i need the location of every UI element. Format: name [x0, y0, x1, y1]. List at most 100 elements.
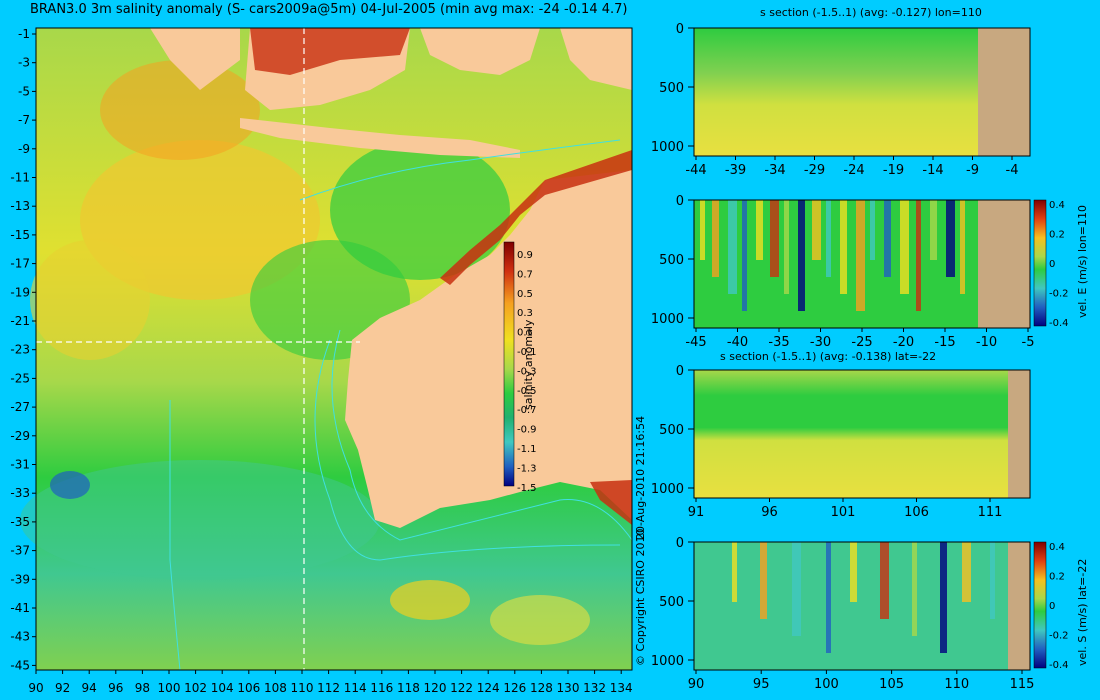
- velocity-stripe: [826, 542, 831, 653]
- depth-tick-label: 0: [676, 536, 684, 551]
- lon-tick-label: 132: [583, 681, 606, 695]
- lat-tick-label: -41: [10, 601, 30, 615]
- lon-tick-label: 110: [291, 681, 314, 695]
- lon-tick-label: 90: [28, 681, 43, 695]
- colorbar-tick-label: -0.3: [517, 366, 537, 377]
- colorbar-tick-label: -0.9: [517, 425, 537, 436]
- lat-tick-label: -3: [18, 56, 30, 70]
- lon-tick-label: 96: [108, 681, 123, 695]
- section-x-tick-label: -24: [843, 163, 864, 178]
- lon-tick-label: 104: [211, 681, 234, 695]
- lon-tick-label: 114: [344, 681, 367, 695]
- depth-tick-label: 1000: [651, 654, 684, 669]
- section-x-tick-label: 106: [904, 505, 929, 520]
- section-x-tick-label: -9: [966, 163, 979, 178]
- velocity-stripe: [870, 200, 875, 260]
- colorbar-tick-label: 0.3: [517, 308, 533, 319]
- velocity-stripe: [916, 200, 921, 311]
- depth-tick-label: 500: [659, 423, 684, 438]
- lon-tick-label: 94: [82, 681, 97, 695]
- depth-tick-label: 500: [659, 595, 684, 610]
- section-x-tick-label: -25: [851, 335, 872, 350]
- lon-tick-label: 112: [317, 681, 340, 695]
- velocity-colorbar-tick-label: 0.4: [1049, 200, 1065, 211]
- panel-2-plot: [693, 199, 1047, 329]
- lat-tick-label: -37: [10, 544, 30, 558]
- velocity-stripe: [940, 542, 947, 653]
- panel-1-plot: [693, 27, 1031, 157]
- section-x-tick-label: -20: [893, 335, 914, 350]
- lon-tick-label: 126: [503, 681, 526, 695]
- velocity-colorbar-tick-label: -0.4: [1049, 660, 1069, 671]
- lat-tick-label: -45: [10, 658, 30, 672]
- lon-tick-label: 92: [55, 681, 70, 695]
- lon-tick-label: 118: [397, 681, 420, 695]
- map-plot-area: [20, 27, 633, 671]
- velocity-stripe: [962, 542, 971, 602]
- velocity-stripe: [756, 200, 763, 260]
- velocity-stripe: [732, 542, 737, 602]
- lat-tick-label: -29: [10, 429, 30, 443]
- velocity-colorbar-tick-label: -0.4: [1049, 318, 1069, 329]
- section-x-tick-label: 100: [814, 677, 839, 692]
- section-x-tick-label: -40: [727, 335, 748, 350]
- lat-tick-label: -43: [10, 630, 30, 644]
- section-x-tick-label: -44: [685, 163, 706, 178]
- section-x-tick-label: 105: [879, 677, 904, 692]
- colorbar-tick-label: -0.1: [517, 347, 537, 358]
- lon-tick-label: 120: [424, 681, 447, 695]
- section-x-tick-label: 91: [688, 505, 705, 520]
- colorbar-tick-label: 0.5: [517, 289, 533, 300]
- velocity-colorbar-tick-label: -0.2: [1049, 289, 1069, 300]
- velocity-stripe: [784, 200, 789, 294]
- section-x-tick-label: 101: [831, 505, 856, 520]
- velocity-stripe: [856, 200, 865, 311]
- section-x-tick-label: -5: [1022, 335, 1035, 350]
- depth-tick-label: 1000: [651, 482, 684, 497]
- velocity-stripe: [792, 542, 801, 636]
- section-x-tick-label: -4: [1006, 163, 1019, 178]
- colorbar-tick-label: -0.5: [517, 386, 537, 397]
- velocity-stripe: [728, 200, 737, 294]
- lat-tick-label: -33: [10, 486, 30, 500]
- colorbar-tick-label: -1.1: [517, 444, 537, 455]
- section-x-tick-label: -39: [725, 163, 746, 178]
- panel-3-plot: [693, 369, 1031, 499]
- depth-tick-label: 0: [676, 364, 684, 379]
- lat-tick-label: -17: [10, 257, 30, 271]
- velocity-colorbar-tick-label: -0.2: [1049, 631, 1069, 642]
- lat-tick-label: -13: [10, 199, 30, 213]
- velocity-colorbar-tick-label: 0.2: [1049, 230, 1065, 241]
- lat-tick-label: -7: [18, 113, 30, 127]
- section-x-tick-label: -10: [976, 335, 997, 350]
- main-map-title: BRAN3.0 3m salinity anomaly (S- cars2009…: [30, 2, 628, 17]
- section-x-tick-label: -19: [883, 163, 904, 178]
- depth-tick-label: 0: [676, 22, 684, 37]
- colorbar-tick-label: 0.1: [517, 328, 533, 339]
- section-x-tick-label: 90: [688, 677, 705, 692]
- velocity-colorbar-tick-label: 0.4: [1049, 542, 1065, 553]
- velocity-stripe: [812, 200, 821, 260]
- velocity-stripe: [712, 200, 719, 277]
- depth-tick-label: 1000: [651, 312, 684, 327]
- velocity-stripe: [900, 200, 909, 294]
- lon-tick-label: 124: [477, 681, 500, 695]
- lat-tick-label: -25: [10, 371, 30, 385]
- lon-tick-label: 108: [264, 681, 287, 695]
- map-lat-axis: -1 -3 -5 -7 -9 -11 -13 -15 -17 -19 -21 -23 -25 -27 -29…: [10, 27, 36, 672]
- map-lon-axis: 90 92 94 96 98 100 102 104 106 108 110 112 114 116 118…: [28, 670, 633, 695]
- lat-tick-label: -23: [10, 343, 30, 357]
- lon-tick-label: 130: [557, 681, 580, 695]
- lon-tick-label: 134: [610, 681, 633, 695]
- colorbar-tick-label: -0.7: [517, 405, 537, 416]
- velocity-stripe: [880, 542, 889, 619]
- panel-4-plot: [693, 541, 1047, 671]
- colorbar-tick-label: -1.5: [517, 483, 537, 494]
- velocity-stripe: [990, 542, 995, 619]
- depth-tick-label: 1000: [651, 140, 684, 155]
- depth-tick-label: 500: [659, 81, 684, 96]
- velocity-stripe: [760, 542, 767, 619]
